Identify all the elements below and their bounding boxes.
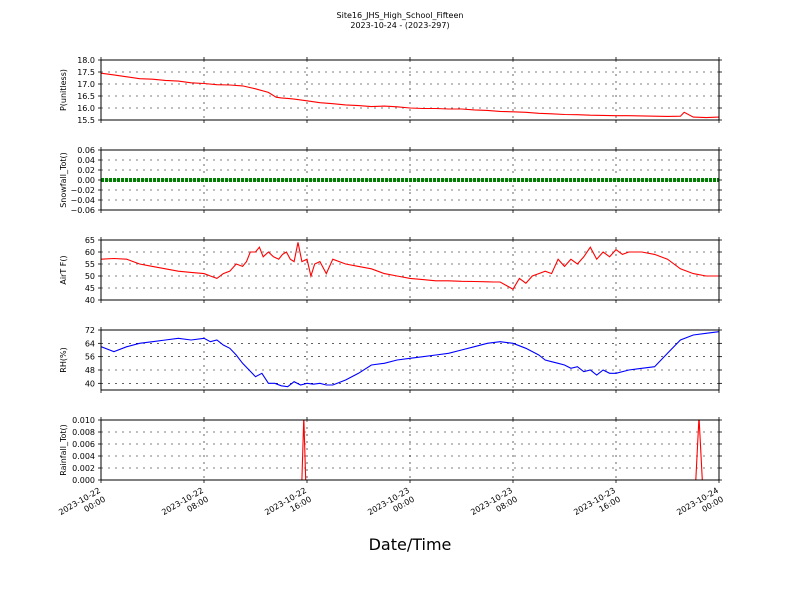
x-tick-label: 2023-10-2400:00 [675, 486, 725, 526]
panel-2-ytick-label: −0.06 [70, 206, 95, 215]
figure-title: Site16_JHS_High_School_Fifteen [336, 11, 464, 20]
panel-5-series-line [101, 420, 719, 480]
panel-3-ytick-label: 60 [85, 248, 95, 257]
panel-4-ytick-label: 48 [85, 366, 95, 375]
panel-1-ytick-label: 15.5 [77, 116, 95, 125]
panel-1-ytick-label: 17.5 [77, 68, 95, 77]
panel-4-ylabel: RH(%) [59, 347, 68, 372]
panel-5-ytick-label: 0.008 [72, 428, 95, 437]
panel-5-ylabel: Rainfall_Tot() [59, 424, 68, 476]
panel-3-ytick-label: 40 [85, 296, 95, 305]
panel-3-ylabel: AirT F() [59, 255, 68, 284]
panel-3-ytick-label: 50 [85, 272, 95, 281]
x-tick-label: 2023-10-2316:00 [572, 486, 622, 526]
panel-2-ytick-label: 0.02 [77, 166, 95, 175]
panel-2-ylabel: Snowfall_Tot() [59, 152, 68, 208]
x-axis-label: Date/Time [368, 535, 452, 554]
panel-5-ytick-label: 0.006 [72, 440, 95, 449]
panel-4-frame [100, 329, 720, 391]
panel-1-ylabel: P(unitless) [59, 69, 68, 111]
panel-1-ytick-label: 17.0 [77, 80, 95, 89]
panel-4-ytick-label: 56 [85, 353, 95, 362]
panel-3-ytick-label: 65 [85, 236, 95, 245]
figure-subtitle: 2023-10-24 - (2023-297) [350, 21, 450, 30]
panel-2-frame [100, 149, 720, 211]
panel-4-ytick-label: 40 [85, 379, 95, 388]
panel-5-ytick-label: 0.000 [72, 476, 95, 485]
panel-1-series-line [101, 72, 719, 119]
x-tick-label: 2023-10-2200:00 [57, 486, 107, 526]
panel-5-ytick-label: 0.002 [72, 464, 95, 473]
panel-4-ytick-label: 64 [85, 339, 95, 348]
panel-3-ytick-label: 45 [85, 284, 95, 293]
panel-2-ytick-label: −0.02 [70, 186, 95, 195]
x-tick-label: 2023-10-2300:00 [366, 486, 416, 526]
x-tick-label: 2023-10-2308:00 [469, 486, 519, 526]
panel-4-ytick-label: 72 [85, 326, 95, 335]
panel-2-ytick-label: −0.04 [70, 196, 95, 205]
panel-5-ytick-label: 0.004 [72, 452, 95, 461]
panel-2-ytick-label: 0.00 [77, 176, 95, 185]
x-tick-label: 2023-10-2208:00 [160, 486, 210, 526]
panel-4-series-line [101, 331, 719, 388]
panel-1-frame [100, 59, 720, 121]
panel-3-series-line [101, 242, 719, 290]
panel-1-ytick-label: 18.0 [77, 56, 95, 65]
panel-3-ytick-label: 55 [85, 260, 95, 269]
panel-5-frame [100, 419, 720, 481]
panel-1-ytick-label: 16.0 [77, 104, 95, 113]
panel-3-frame [100, 239, 720, 301]
panel-2-ytick-label: 0.04 [77, 156, 95, 165]
x-tick-label: 2023-10-2216:00 [263, 486, 313, 526]
panel-1-ytick-label: 16.5 [77, 92, 95, 101]
panel-2-ytick-label: 0.06 [77, 146, 95, 155]
panel-5-ytick-label: 0.010 [72, 416, 95, 425]
